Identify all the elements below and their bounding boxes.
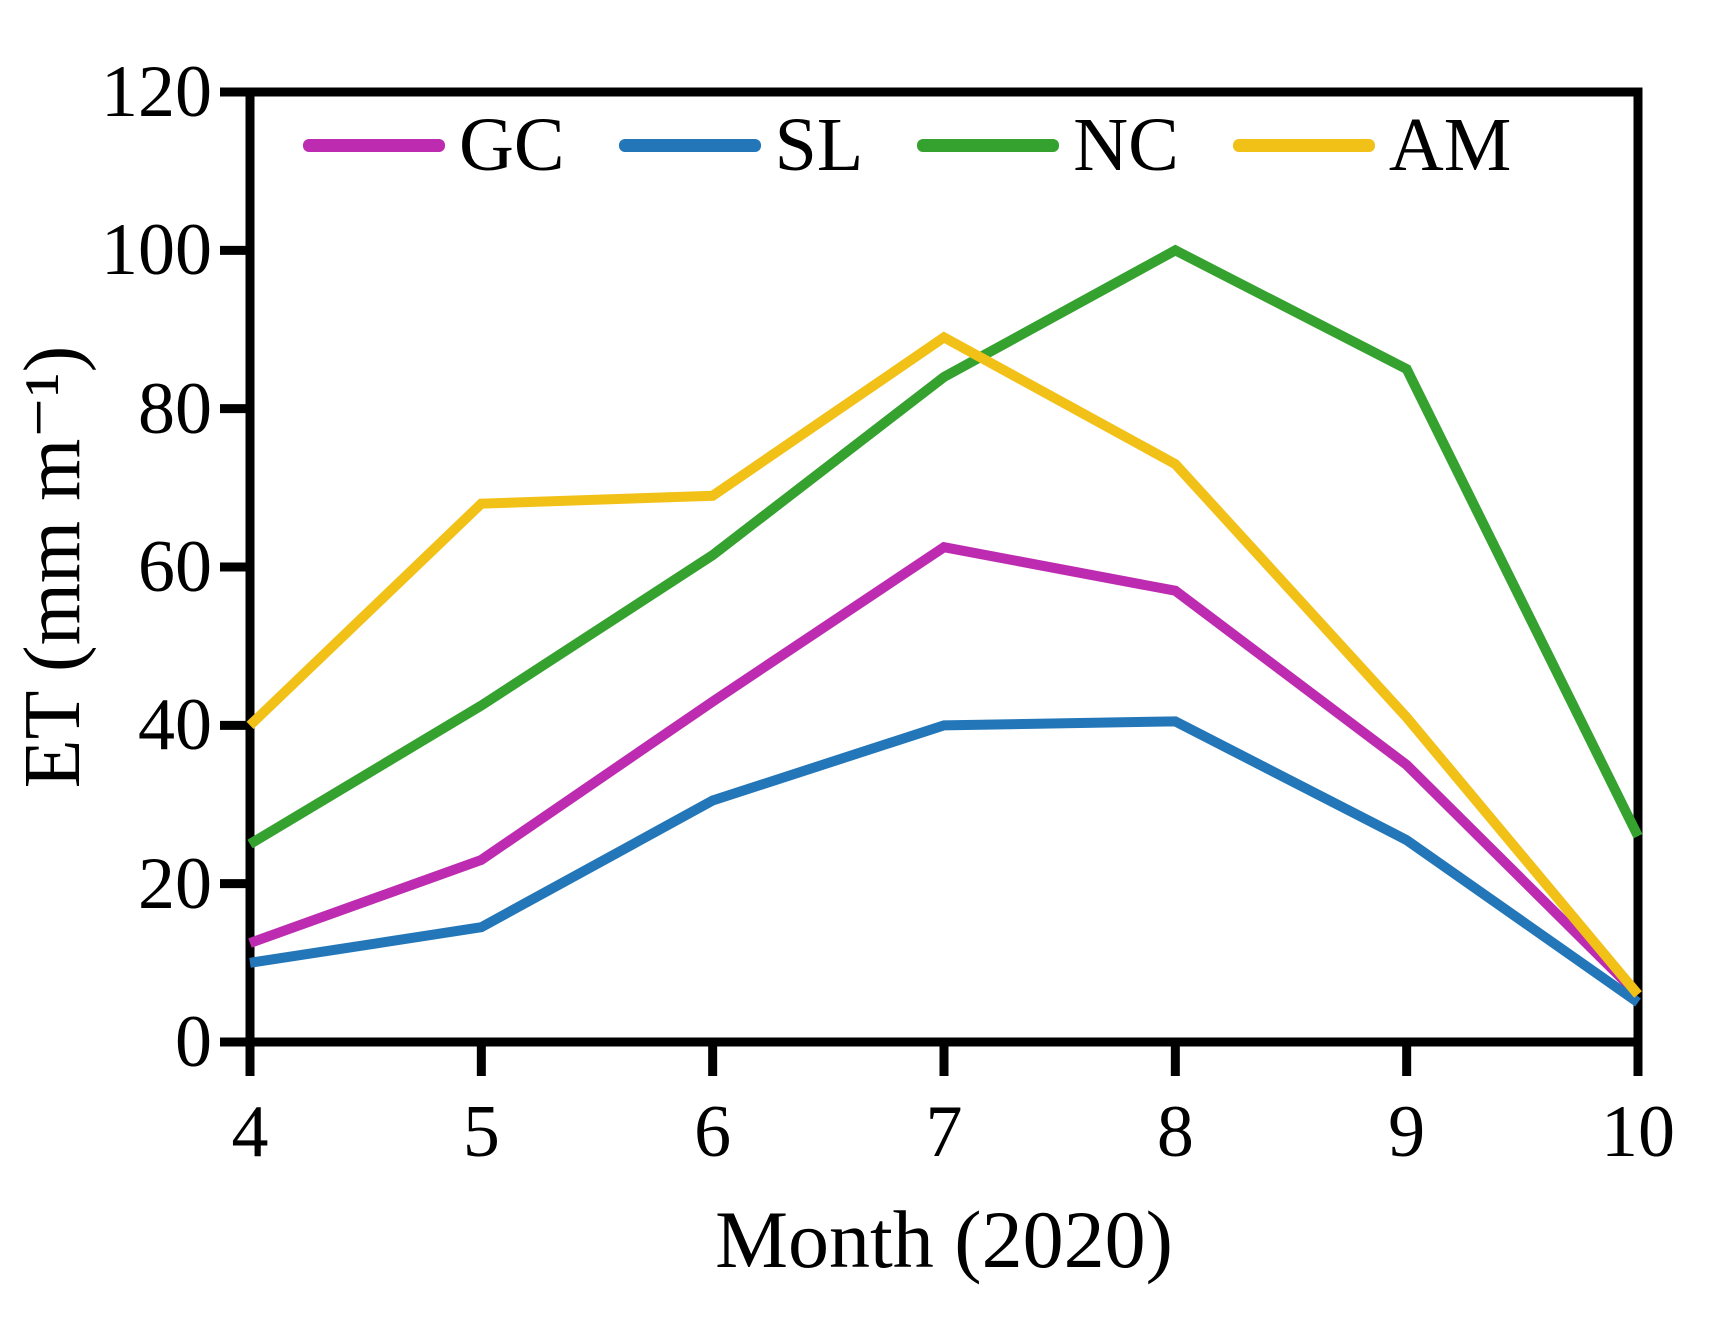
legend-entry-GC: GC: [303, 100, 565, 190]
legend-label-GC: GC: [459, 103, 565, 187]
y-tick-label-0: 0: [175, 1001, 212, 1083]
plot-border: [245, 87, 1643, 1047]
legend-entry-AM: AM: [1232, 100, 1512, 190]
x-tick-label-4: 4: [231, 1091, 269, 1173]
x-tick-label-9: 9: [1388, 1091, 1426, 1173]
legend-entry-SL: SL: [618, 100, 864, 190]
legend: GC SL NC AM: [303, 100, 1511, 190]
y-tick-label-40: 40: [138, 684, 212, 767]
legend-line-swatch-GC: [303, 138, 445, 152]
series-line-AM: [246, 331, 1642, 998]
series-line-GC: [248, 541, 1642, 999]
series-line-SL: [249, 716, 1641, 1007]
x-tick-label-5: 5: [462, 1091, 500, 1173]
x-axis-title: Month (2020): [715, 1194, 1173, 1285]
x-tick-label-6: 6: [694, 1091, 732, 1173]
y-axis-title: ET (mm m⁻¹): [9, 345, 97, 789]
legend-label-NC: NC: [1073, 103, 1179, 187]
legend-label-AM: AM: [1388, 103, 1512, 187]
y-tick-label-80: 80: [138, 367, 212, 450]
legend-label-SL: SL: [774, 103, 864, 187]
legend-entry-NC: NC: [917, 100, 1179, 190]
series-line-NC: [247, 244, 1643, 849]
x-tick-label-8: 8: [1156, 1091, 1194, 1173]
x-tick-label-7: 7: [925, 1091, 963, 1173]
legend-line-swatch-AM: [1232, 138, 1375, 152]
y-tick-label-120: 120: [101, 51, 212, 133]
y-tick-label-60: 60: [138, 526, 212, 608]
x-tick-label-10: 10: [1601, 1091, 1675, 1173]
legend-line-swatch-SL: [618, 138, 761, 152]
y-tick-label-100: 100: [101, 209, 212, 292]
y-tick-label-20: 20: [138, 842, 212, 925]
legend-line-swatch-NC: [917, 138, 1060, 152]
